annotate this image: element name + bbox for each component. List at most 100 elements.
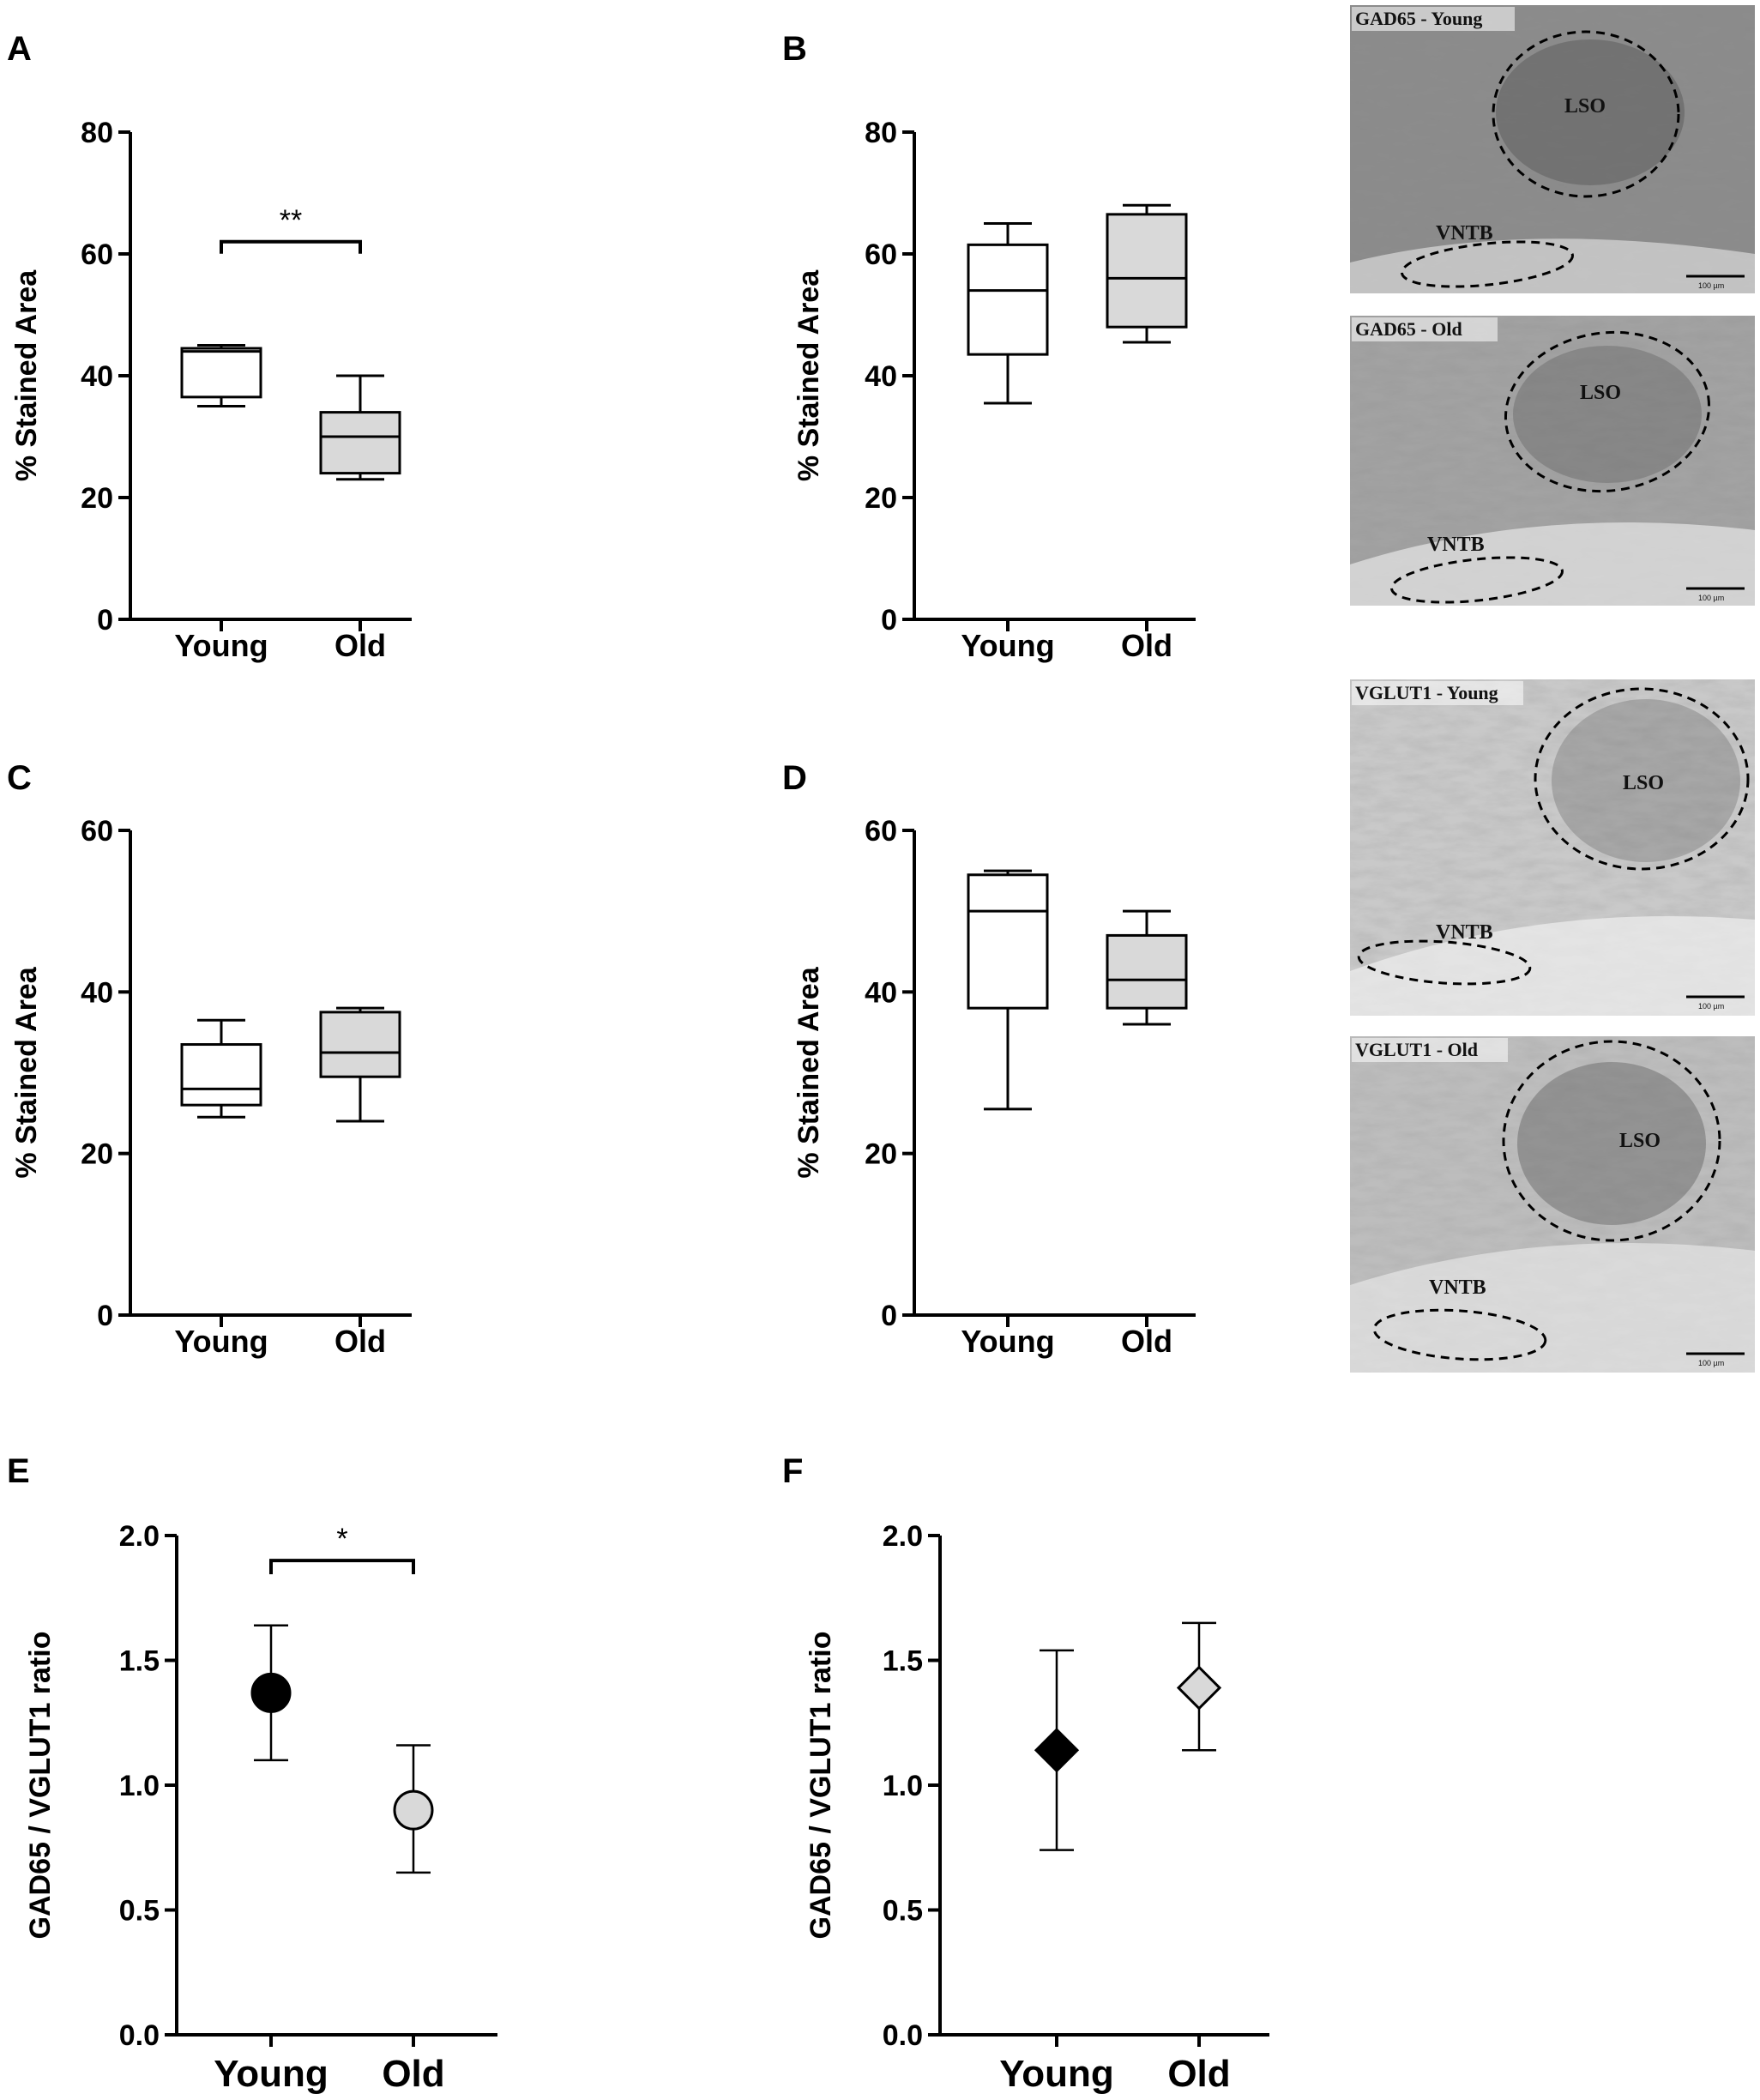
y-tick-label: 80 xyxy=(81,117,113,149)
micrograph-vglut1-old: VGLUT1 - Old LSO VNTB 100 µm xyxy=(1350,1036,1755,1373)
chart-f: 0.0 0.5 1.0 1.5 2.0 Young Old GAD65 / VGLUT1 ra… xyxy=(805,1520,1269,2095)
vntb-label: VNTB xyxy=(1436,921,1493,944)
lso-region-fill xyxy=(1552,699,1740,862)
significance-marker: ** xyxy=(280,204,302,237)
scale-label: 100 µm xyxy=(1698,281,1724,290)
y-axis-label: % Stained Area xyxy=(10,269,43,481)
box-old xyxy=(319,411,401,475)
y-tick-label: 1.5 xyxy=(119,1645,160,1678)
y-tick-label: 40 xyxy=(865,976,897,1009)
chart-a: 0 20 40 60 80 Young Old % Stained Area ** xyxy=(10,117,412,663)
title-backdrop xyxy=(1352,317,1498,341)
y-tick-label: 40 xyxy=(81,360,113,393)
lso-outline xyxy=(1534,687,1750,871)
y-tick-label: 2.0 xyxy=(883,1520,923,1553)
y-tick-label: 60 xyxy=(865,238,897,271)
lso-label: LSO xyxy=(1623,772,1664,794)
x-tick-label-old: Old xyxy=(1121,1324,1172,1359)
x-tick-label-old: Old xyxy=(382,2053,444,2095)
vntb-label: VNTB xyxy=(1436,222,1493,244)
x-tick-label-young: Young xyxy=(174,628,268,663)
y-tick-label: 0.0 xyxy=(883,2019,923,2052)
y-axis-label: GAD65 / VGLUT1 ratio xyxy=(805,1632,837,1940)
y-axis-label: % Stained Area xyxy=(10,966,43,1178)
micrograph-title: GAD65 - Young xyxy=(1355,8,1482,29)
y-tick-label: 0.5 xyxy=(883,1895,923,1928)
y-tick-label: 40 xyxy=(81,976,113,1009)
y-tick-label: 1.0 xyxy=(119,1770,160,1802)
ventral-band xyxy=(1350,238,1755,293)
title-backdrop xyxy=(1352,1038,1508,1062)
y-tick-label: 2.0 xyxy=(119,1520,160,1553)
vntb-outline xyxy=(1357,939,1532,986)
y-tick-label: 0 xyxy=(97,1300,113,1332)
mean-marker-young xyxy=(250,1672,292,1713)
panel-letter-e: E xyxy=(7,1452,30,1490)
y-axis-label: % Stained Area xyxy=(793,966,825,1178)
box-young xyxy=(180,1043,262,1107)
box-young xyxy=(180,347,262,399)
scale-label: 100 µm xyxy=(1698,594,1724,602)
vntb-outline xyxy=(1372,1308,1547,1361)
y-tick-label: 40 xyxy=(865,360,897,393)
y-tick-label: 0.0 xyxy=(119,2019,160,2052)
lso-outline xyxy=(1492,30,1680,198)
y-tick-label: 1.5 xyxy=(883,1645,923,1678)
x-tick-label-young: Young xyxy=(961,628,1054,663)
micrograph-title: GAD65 - Old xyxy=(1355,318,1462,340)
box-old xyxy=(1106,213,1188,329)
lso-label: LSO xyxy=(1619,1130,1661,1152)
lso-label: LSO xyxy=(1580,382,1621,404)
panel-letter-f: F xyxy=(782,1452,803,1490)
ventral-band xyxy=(1350,916,1755,1016)
lso-outline xyxy=(1502,1040,1721,1242)
y-tick-label: 20 xyxy=(865,1138,897,1171)
chart-e: 0.0 0.5 1.0 1.5 2.0 Young Old GAD65 / VGLUT1 ra… xyxy=(24,1520,497,2095)
y-axis-label: GAD65 / VGLUT1 ratio xyxy=(24,1632,57,1940)
x-tick-label-young: Young xyxy=(999,2053,1114,2095)
chart-b: 0 20 40 60 80 Young Old % Stained Area xyxy=(793,117,1196,663)
ventral-band xyxy=(1350,1243,1755,1373)
title-backdrop xyxy=(1352,681,1523,705)
lso-region-fill xyxy=(1513,346,1702,483)
title-backdrop xyxy=(1352,7,1515,31)
lso-region-fill xyxy=(1496,39,1685,185)
x-tick-label-old: Old xyxy=(1167,2053,1230,2095)
box-young xyxy=(967,873,1049,1010)
lso-outline xyxy=(1504,330,1711,493)
lso-label: LSO xyxy=(1564,95,1606,118)
y-tick-label: 0.5 xyxy=(119,1895,160,1928)
y-tick-label: 80 xyxy=(865,117,897,149)
scale-label: 100 µm xyxy=(1698,1002,1724,1011)
mean-marker-old xyxy=(393,1789,434,1831)
box-young xyxy=(967,243,1049,356)
x-tick-label-young: Young xyxy=(961,1324,1054,1359)
y-tick-label: 20 xyxy=(81,1138,113,1171)
panel-letter-b: B xyxy=(782,30,807,68)
y-tick-label: 20 xyxy=(81,482,113,515)
y-tick-label: 0 xyxy=(97,604,113,637)
lso-region-fill xyxy=(1517,1062,1706,1225)
chart-d: 0 20 40 60 Young Old % Stained Area xyxy=(793,815,1196,1359)
x-tick-label-old: Old xyxy=(335,628,386,663)
x-tick-label-old: Old xyxy=(1121,628,1172,663)
micrograph-gad65-old: GAD65 - Old LSO VNTB 100 µm xyxy=(1350,316,1755,606)
significance-bracket xyxy=(220,239,362,254)
y-tick-label: 1.0 xyxy=(883,1770,923,1802)
micrograph-title: VGLUT1 - Young xyxy=(1355,682,1498,703)
y-tick-label: 60 xyxy=(865,815,897,848)
micrograph-title: VGLUT1 - Old xyxy=(1355,1039,1478,1060)
y-tick-label: 0 xyxy=(881,1300,897,1332)
micrograph-gad65-young: GAD65 - Young LSO VNTB 100 µm xyxy=(1350,5,1755,293)
y-tick-label: 20 xyxy=(865,482,897,515)
x-tick-label-old: Old xyxy=(335,1324,386,1359)
vntb-outline xyxy=(1401,240,1574,288)
y-tick-label: 60 xyxy=(81,238,113,271)
y-axis-label: % Stained Area xyxy=(793,269,825,481)
vntb-label: VNTB xyxy=(1427,534,1485,556)
panel-letter-a: A xyxy=(7,30,32,68)
y-tick-label: 0 xyxy=(881,604,897,637)
micrograph-vglut1-young: VGLUT1 - Young LSO VNTB 100 µm xyxy=(1350,679,1755,1016)
box-old xyxy=(319,1011,401,1078)
